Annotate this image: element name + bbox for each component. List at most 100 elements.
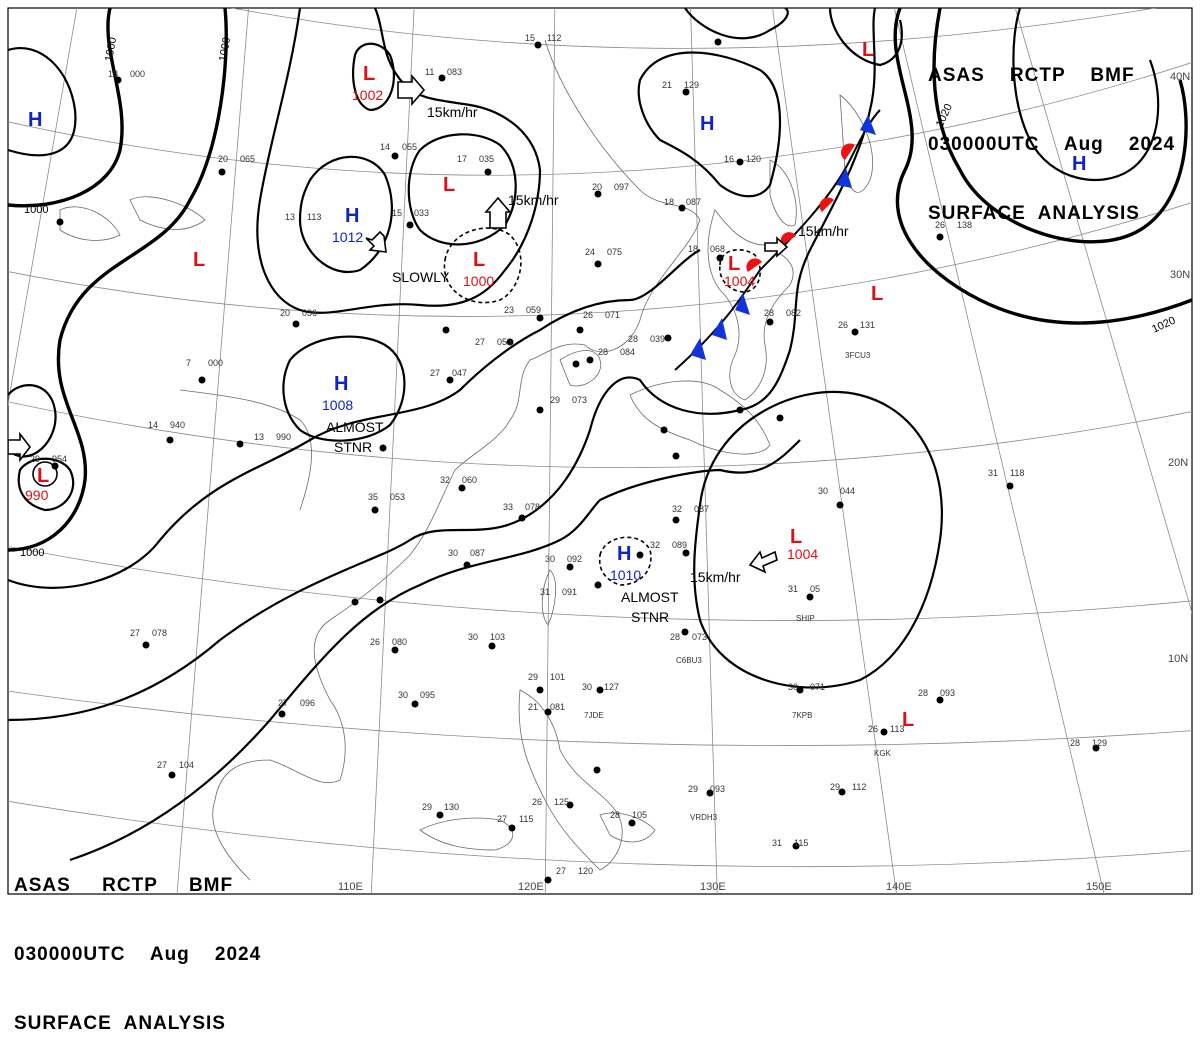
station-temp: 20 [592, 182, 602, 192]
ship-labels: 3FCU3 SHIP C6BU3 7KPB KGK 7JDE VRDH3 [584, 351, 892, 822]
station-pressure: 990 [276, 432, 291, 442]
station-pressure: 103 [490, 632, 505, 642]
low-center-letter: L [473, 249, 485, 271]
station-temp: 15 [392, 208, 402, 218]
station-temp: 28 [610, 810, 620, 820]
stationary-label: ALMOST [326, 419, 384, 435]
arrow-icon [397, 73, 426, 107]
station-pressure: 075 [607, 247, 622, 257]
lat-label: 30N [1170, 269, 1190, 281]
station-pressure: 101 [550, 672, 565, 682]
station-pressure: 036 [302, 308, 317, 318]
station-temp: 29 [688, 784, 698, 794]
station-temp: 18 [108, 69, 118, 79]
station-pressure: 093 [940, 688, 955, 698]
isobars [8, 8, 1192, 862]
station-pressure: 115 [519, 814, 533, 824]
station-pressure: 112 [852, 782, 866, 792]
station-temp: 32 [440, 475, 450, 485]
cold-front-tooth [735, 293, 750, 315]
ship-label: 3FCU3 [845, 351, 871, 360]
station-temp: 28 [918, 688, 928, 698]
low-center-letter: L [193, 249, 205, 271]
low-center-value: 1004 [724, 273, 755, 289]
station-temp: 31 [988, 468, 998, 478]
warm-front-bump [840, 143, 855, 160]
station-pressure: 055 [402, 142, 417, 152]
movement-label: 15km/hr [508, 192, 559, 208]
station-temp: 17 [457, 154, 467, 164]
station-temp: 28 [598, 347, 608, 357]
high-center-letter: H [1072, 153, 1086, 175]
station-temp: 32 [672, 504, 682, 514]
station-pressure: 120 [746, 154, 761, 164]
lat-label: 40N [1170, 71, 1190, 83]
station-temp: 26 [868, 724, 878, 734]
ship-label: 7JDE [584, 711, 604, 720]
high-center-letter: H [345, 205, 359, 227]
station-pressure: 071 [605, 310, 620, 320]
station-temp: 27 [430, 368, 440, 378]
station-pressure: 118 [1010, 468, 1024, 478]
isobar-1000-west [8, 8, 124, 208]
station-pressure: 131 [860, 320, 875, 330]
movement-label: SLOWLY [392, 269, 450, 285]
low-center-value: 1004 [787, 546, 818, 562]
station-temp: 28 [1070, 738, 1080, 748]
high-center-value: 1008 [322, 397, 353, 413]
low-center-letter: L [862, 39, 874, 61]
movement-arrows [8, 73, 789, 574]
high-center-letter: H [334, 373, 348, 395]
stationary-label: STNR [334, 439, 372, 455]
station-temp: 31 [540, 587, 550, 597]
station-pressure: 081 [550, 702, 565, 712]
low-center-letter: L [37, 465, 49, 487]
header-top-line2: 030000UTC Aug 2024 [928, 134, 1176, 155]
station-temp: 29 [30, 454, 40, 464]
longitude-lines [8, 8, 1192, 894]
station-temp: 27 [130, 628, 140, 638]
station-temp: 31 [772, 838, 782, 848]
lon-label: 120E [518, 881, 544, 893]
header-bottom-line1: ASAS RCTP BMF [14, 875, 234, 896]
warm-front-bump [780, 232, 796, 245]
station-pressure: 000 [208, 358, 223, 368]
station-pressure: 113 [890, 724, 904, 734]
station-pressure: 000 [130, 69, 145, 79]
station-pressure: 125 [554, 797, 569, 807]
station-pressure: 940 [170, 420, 185, 430]
station-temp: 27 [278, 698, 288, 708]
station-temp: 21 [528, 702, 538, 712]
station-pressure: 060 [462, 475, 477, 485]
ship-label: VRDH3 [690, 813, 718, 822]
station-temp: 29 [550, 395, 560, 405]
stationary-front [674, 109, 881, 371]
coastlines [59, 39, 874, 881]
station-temp: 30 [545, 554, 555, 564]
station-temp: 14 [148, 420, 158, 430]
station-pressure: 092 [567, 554, 582, 564]
isobar-1020-east [893, 8, 1192, 325]
cold-front-tooth [836, 168, 852, 188]
station-pressure: 087 [686, 197, 701, 207]
station-pressure: 059 [526, 305, 541, 315]
arrow-icon [484, 196, 512, 229]
station-pressure: 113 [307, 212, 321, 222]
station-pressure: 073 [692, 632, 707, 642]
station-temp: 18 [664, 197, 674, 207]
station-pressure: 071 [810, 682, 825, 692]
station-temp: 27 [157, 760, 167, 770]
dashed-isobar-1000 [443, 227, 522, 304]
isobar-label: 1000 [103, 36, 119, 62]
station-temp: 18 [688, 244, 698, 254]
station-temp: 28 [628, 334, 638, 344]
station-temp: 30 [468, 632, 478, 642]
station-temp: 24 [585, 247, 595, 257]
header-bottom-line2: 030000UTC Aug 2024 [14, 944, 262, 965]
arrow-icon [365, 230, 387, 253]
station-temp: 30 [582, 682, 592, 692]
station-pressure: 087 [470, 548, 485, 558]
low-center-letter: L [728, 253, 740, 275]
movement-label: 15km/hr [427, 104, 478, 120]
isobar-1000-south [8, 8, 228, 552]
